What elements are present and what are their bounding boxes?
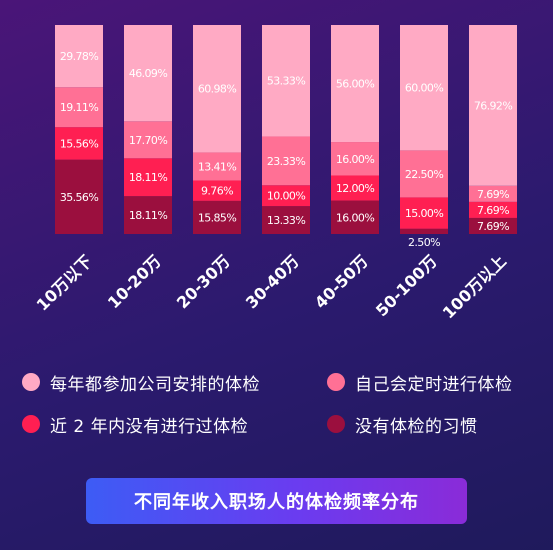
stacked-bar-chart: 35.56% 15.56% 19.11% 29.78% 10万以下 18.11% 18.11… [33, 25, 517, 322]
legend-item-no-recent-checkup: 近 2 年内没有进行过体检 [22, 410, 327, 438]
bar-segment [262, 206, 310, 234]
data-label: 2.50% [408, 236, 440, 249]
data-label: 7.69% [477, 204, 509, 217]
legend: 每年都参加公司安排的体检 自己会定时进行体检 近 2 年内没有进行过体检 没有体… [22, 368, 542, 438]
bar-segment [193, 180, 241, 201]
data-label: 7.69% [477, 188, 509, 201]
data-label: 46.09% [129, 67, 167, 80]
data-label: 15.56% [60, 137, 98, 150]
data-label: 35.56% [60, 191, 98, 204]
category-label: 100万以上 [439, 251, 510, 322]
bar-segment [55, 25, 103, 88]
data-label: 10.00% [267, 190, 305, 203]
bar-segment [124, 196, 172, 234]
bar-segment [469, 25, 517, 186]
data-label: 18.11% [129, 209, 167, 222]
legend-item-no-habit: 没有体检的习惯 [327, 410, 542, 438]
bar-segment [262, 136, 310, 186]
data-label: 19.11% [60, 101, 98, 114]
legend-label: 每年都参加公司安排的体检 [50, 374, 260, 395]
category-label: 20-30万 [173, 251, 234, 312]
data-label: 60.98% [198, 83, 236, 96]
legend-item-self-scheduled: 自己会定时进行体检 [327, 368, 542, 396]
bar-segment [193, 152, 241, 181]
data-label: 9.76% [201, 185, 233, 198]
bar-segment [262, 185, 310, 207]
bar-segment [469, 201, 517, 218]
data-label: 15.00% [405, 207, 443, 220]
bar-segment [331, 25, 379, 143]
bar-segment [55, 159, 103, 234]
bar-segment [262, 25, 310, 137]
bar-segment [400, 228, 448, 234]
data-label: 13.33% [267, 214, 305, 227]
bar-segment [124, 25, 172, 122]
chart-title-banner: 不同年收入职场人的体检频率分布 [86, 478, 467, 524]
bar-segment [331, 200, 379, 234]
category-label: 50-100万 [372, 251, 441, 320]
data-label: 16.00% [336, 211, 374, 224]
bar-segment [469, 217, 517, 234]
category-label: 30-40万 [242, 251, 303, 312]
bar-segment [331, 142, 379, 176]
bar-segment [400, 150, 448, 198]
legend-swatch [327, 373, 345, 391]
data-label: 17.70% [129, 134, 167, 147]
bar-segment [193, 200, 241, 234]
data-label: 29.78% [60, 50, 98, 63]
data-label: 7.69% [477, 220, 509, 233]
data-label: 16.00% [336, 153, 374, 166]
data-label: 23.33% [267, 155, 305, 168]
data-label: 15.85% [198, 211, 236, 224]
category-label: 40-50万 [311, 251, 372, 312]
legend-swatch [22, 373, 40, 391]
bar-segment [469, 185, 517, 202]
legend-label: 没有体检的习惯 [355, 416, 478, 437]
bar-segment [400, 197, 448, 229]
legend-label: 近 2 年内没有进行过体检 [50, 416, 249, 437]
legend-swatch [22, 415, 40, 433]
category-label: 10-20万 [104, 251, 165, 312]
data-label: 76.92% [474, 99, 512, 112]
bar-segment [124, 158, 172, 197]
data-label: 13.41% [198, 160, 236, 173]
bar-segment [55, 127, 103, 160]
data-label: 53.33% [267, 75, 305, 88]
data-label: 12.00% [336, 182, 374, 195]
bar-segment [55, 87, 103, 128]
data-label: 18.11% [129, 171, 167, 184]
bar-segment [193, 25, 241, 153]
data-label: 22.50% [405, 168, 443, 181]
legend-item-company-checkup: 每年都参加公司安排的体检 [22, 368, 327, 396]
legend-label: 自己会定时进行体检 [355, 374, 513, 395]
data-label: 56.00% [336, 78, 374, 91]
chart-title: 不同年收入职场人的体检频率分布 [134, 492, 419, 513]
bar-segment [124, 121, 172, 159]
legend-swatch [327, 415, 345, 433]
bar-segment [331, 175, 379, 201]
category-label: 10万以下 [33, 251, 96, 314]
bar-segment [400, 25, 448, 151]
data-label: 60.00% [405, 82, 443, 95]
